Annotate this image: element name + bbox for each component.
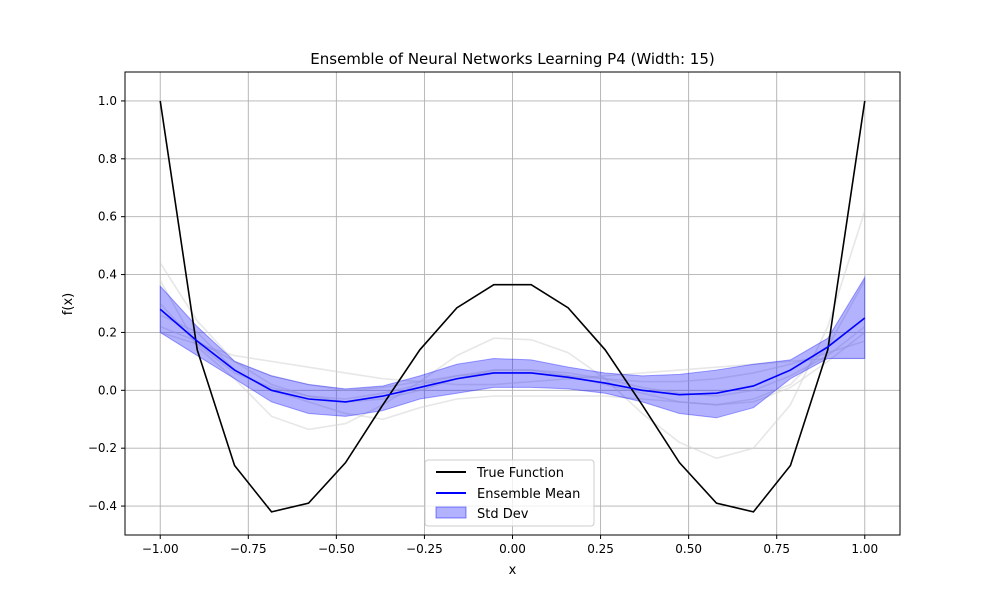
legend-std-dev-swatch <box>435 506 467 519</box>
legend: True Function Ensemble Mean Std Dev <box>424 459 595 527</box>
y-tick-label-4: 0.4 <box>98 268 117 282</box>
series-lines <box>159 100 866 513</box>
x-tick-label-0: −1.00 <box>142 542 179 556</box>
y-tick-label-0: −0.4 <box>88 499 117 513</box>
y-tick-label-7: 1.0 <box>98 94 117 108</box>
member-curve-4 <box>159 302 866 400</box>
y-tick-label-3: 0.2 <box>98 325 117 339</box>
x-tick-label-1: −0.75 <box>230 542 267 556</box>
legend-box <box>424 459 595 527</box>
x-tick-label-5: 0.25 <box>587 542 614 556</box>
member-curve-2 <box>159 331 865 386</box>
x-tick-label-2: −0.50 <box>318 542 355 556</box>
true-function-line <box>159 100 866 513</box>
chart-title: Ensemble of Neural Networks Learning P4 … <box>310 50 714 68</box>
y-tick-label-5: 0.6 <box>98 210 117 224</box>
std-dev-band-layer <box>159 275 866 419</box>
ensemble-mean-line <box>159 308 866 403</box>
y-tick-label-2: 0.0 <box>98 383 117 397</box>
y-axis-label: f(x) <box>61 293 76 315</box>
member-curve-1 <box>159 210 866 460</box>
y-tick-label-1: −0.2 <box>88 441 117 455</box>
x-tick-label-8: 1.00 <box>851 542 878 556</box>
y-tick-label-6: 0.8 <box>98 152 117 166</box>
x-tick-label-7: 0.75 <box>763 542 790 556</box>
x-tick-label-3: −0.25 <box>406 542 443 556</box>
std-dev-band <box>159 275 866 419</box>
legend-std-dev-label: Std Dev <box>477 507 529 522</box>
x-tick-label-6: 0.50 <box>675 542 702 556</box>
legend-true-function-label: True Function <box>476 466 564 481</box>
x-tick-label-4: 0.00 <box>499 542 526 556</box>
axis-ticks: −1.00 −0.75 −0.50 −0.25 0.00 0.25 0.50 0.75 1.00… <box>88 94 878 556</box>
x-axis-label: x <box>509 563 517 578</box>
legend-ensemble-mean-label: Ensemble Mean <box>477 487 580 502</box>
